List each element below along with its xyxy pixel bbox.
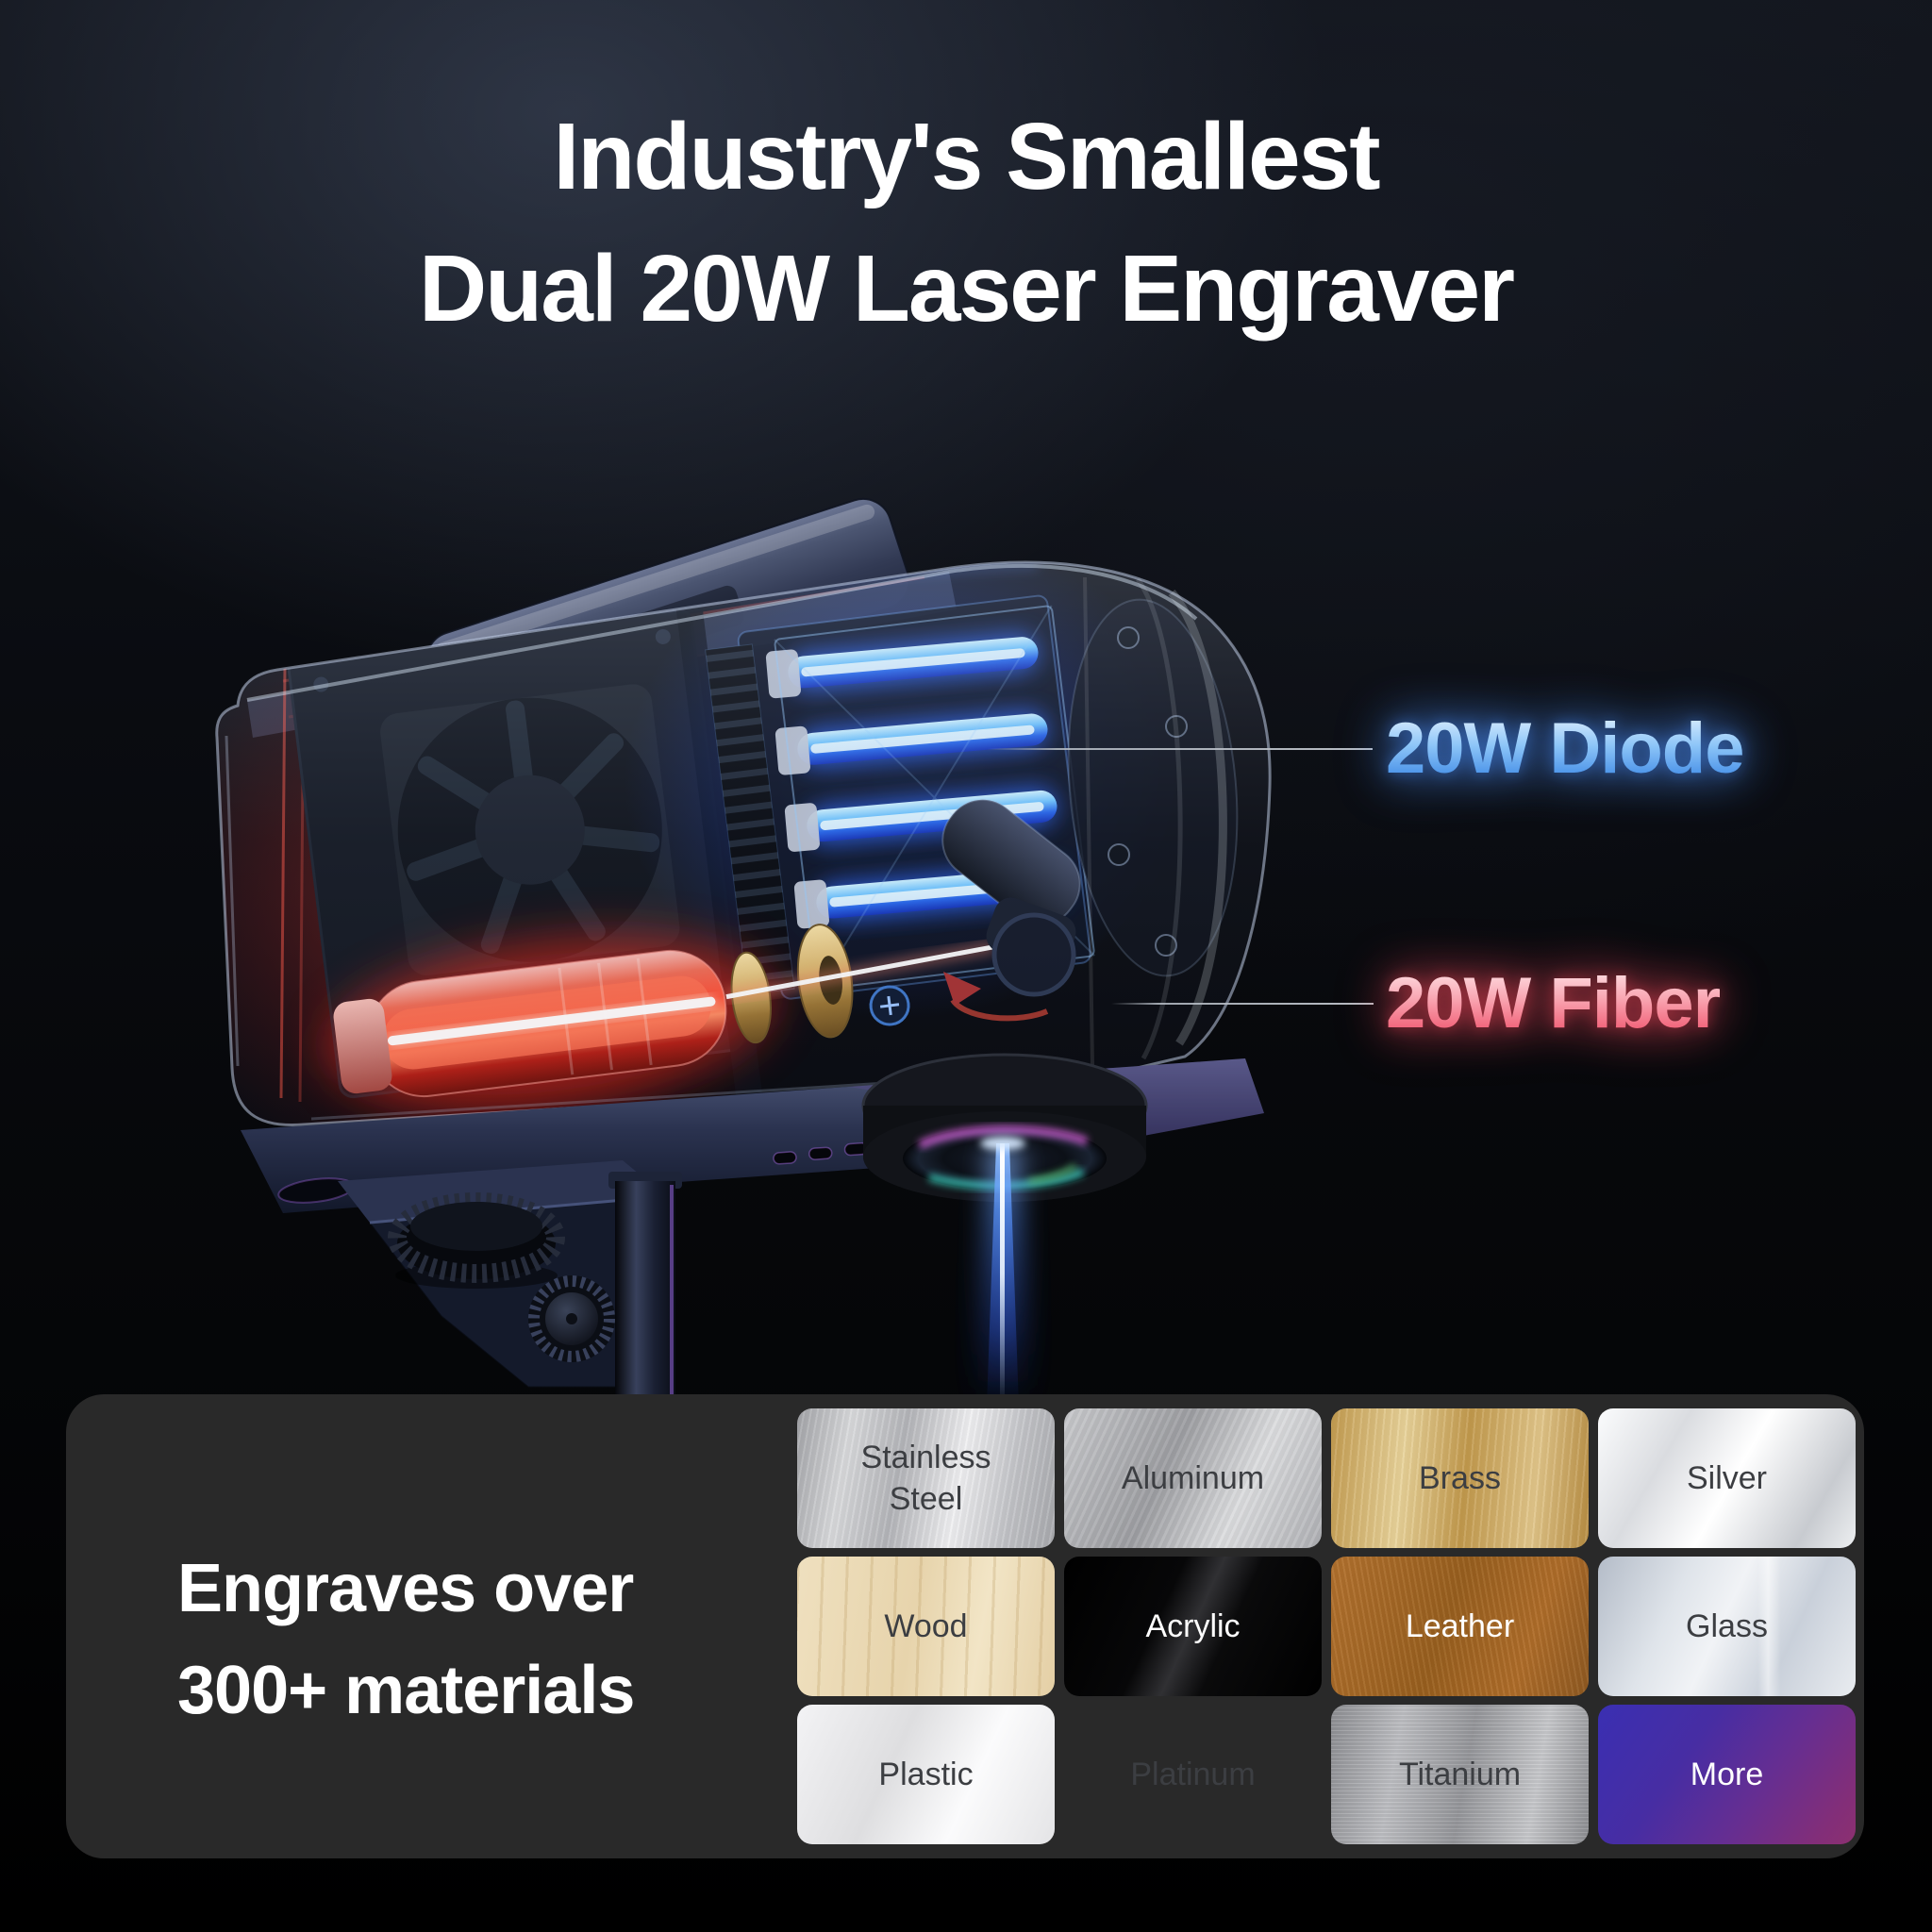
callout-line-fiber (1111, 1003, 1374, 1005)
adjustment-knob (528, 1275, 615, 1362)
material-tile-aluminum: Aluminum (1064, 1408, 1322, 1548)
material-tile-acrylic: Acrylic (1064, 1557, 1322, 1696)
material-tile-label: Stainless Steel (860, 1440, 991, 1517)
material-tile-leather: Leather (1331, 1557, 1589, 1696)
material-tile-label: Plastic (878, 1757, 974, 1792)
material-tile-label: Glass (1686, 1608, 1768, 1644)
callout-line-diode (988, 748, 1373, 750)
materials-heading-line1: Engraves over (177, 1551, 634, 1626)
materials-panel: Engraves over 300+ materials Stainless S… (66, 1394, 1864, 1858)
material-tile-more: More (1598, 1705, 1856, 1844)
material-tile-label: Acrylic (1145, 1608, 1241, 1644)
laser-beam (975, 1137, 1030, 1406)
material-tile-glass: Glass (1598, 1557, 1856, 1696)
material-tile-plastic: Plastic (797, 1705, 1055, 1844)
material-tile-brass: Brass (1331, 1408, 1589, 1548)
material-tile-label: Platinum (1130, 1757, 1256, 1792)
callout-diode-label: 20W Diode (1386, 708, 1744, 789)
page-title-line1: Industry's Smallest (553, 104, 1381, 209)
callout-fiber-label: 20W Fiber (1386, 963, 1721, 1043)
material-tile-label: Leather (1405, 1608, 1515, 1644)
mount-stand (338, 1160, 682, 1407)
materials-heading-line2: 300+ materials (177, 1653, 635, 1728)
support-pole (608, 1172, 682, 1407)
material-tile-stainless-steel: Stainless Steel (797, 1408, 1055, 1548)
material-tile-titanium: Titanium (1331, 1705, 1589, 1844)
knurled-wheel (388, 1192, 565, 1289)
material-tile-wood: Wood (797, 1557, 1055, 1696)
material-tile-label: Titanium (1398, 1757, 1522, 1792)
material-tile-label: Silver (1686, 1460, 1768, 1496)
glass-shell (215, 560, 1272, 1127)
material-tile-platinum: Platinum (1064, 1705, 1322, 1844)
page-title: Industry's Smallest Dual 20W Laser Engra… (0, 91, 1932, 355)
material-tile-label: Wood (884, 1608, 968, 1644)
material-tile-label: Aluminum (1121, 1460, 1265, 1496)
page-title-line2: Dual 20W Laser Engraver (418, 236, 1515, 341)
material-tile-label: Brass (1419, 1460, 1501, 1496)
materials-heading: Engraves over 300+ materials (177, 1538, 635, 1741)
materials-grid: Stainless Steel Aluminum Brass Silver Wo… (797, 1408, 1856, 1844)
material-tile-label: More (1690, 1757, 1764, 1792)
material-tile-silver: Silver (1598, 1408, 1856, 1548)
